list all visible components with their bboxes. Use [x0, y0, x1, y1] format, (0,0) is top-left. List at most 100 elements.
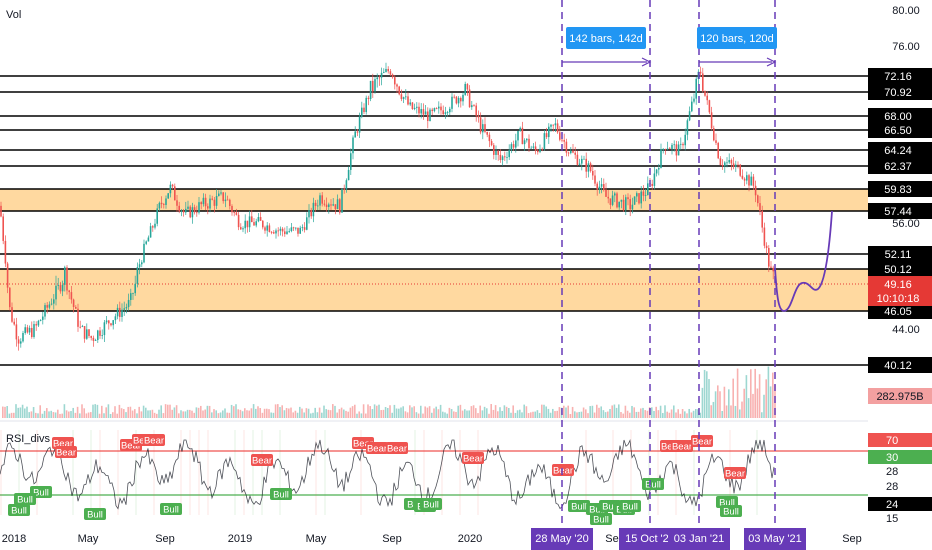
volume-bar — [112, 412, 114, 418]
volume-bar — [237, 409, 239, 418]
candle-body — [312, 202, 315, 217]
candle-body — [343, 188, 345, 190]
volume-bar — [686, 413, 688, 418]
volume-bar — [431, 412, 433, 418]
measure-arrowhead-2 — [766, 57, 777, 67]
volume-bar — [239, 409, 242, 418]
candle-body — [185, 208, 187, 213]
candle-body — [367, 97, 370, 100]
candle-body — [81, 326, 84, 327]
candle-body — [57, 285, 59, 286]
volume-bar — [120, 408, 123, 418]
svg-text:Bull: Bull — [589, 505, 605, 516]
candle-body — [200, 202, 202, 205]
volume-bar — [387, 407, 389, 418]
volume-bar — [703, 369, 706, 418]
candle-body — [486, 131, 488, 135]
candle-body — [88, 329, 90, 337]
candle-body — [504, 156, 506, 158]
volume-bar — [389, 405, 391, 418]
level-badge — [868, 203, 932, 219]
volume-bar — [635, 411, 638, 418]
candle-body — [739, 164, 741, 176]
candle-body — [497, 150, 499, 155]
candle-body — [506, 157, 508, 158]
volume-bar — [277, 404, 279, 418]
volume-bar — [646, 410, 649, 418]
time-tick: Sep — [842, 533, 862, 545]
volume-bar — [466, 410, 468, 418]
candle-body — [629, 199, 631, 210]
volume-bar — [90, 412, 92, 418]
volume-bar — [281, 405, 283, 418]
rsi-signal-band — [585, 430, 587, 515]
candle-body — [572, 150, 574, 153]
volume-bar — [695, 409, 697, 418]
candle-body — [671, 144, 673, 150]
candle-body — [559, 132, 561, 140]
volume-bar — [288, 408, 290, 418]
volume-bar — [668, 412, 671, 418]
candle-body — [323, 203, 326, 205]
candle-body — [484, 124, 486, 132]
volume-bar — [503, 405, 506, 418]
volume-bar — [549, 412, 552, 418]
volume-bar — [574, 411, 576, 418]
volume-bar — [444, 412, 446, 418]
candle-body — [61, 284, 64, 292]
candle-body — [710, 112, 713, 129]
candle-body — [464, 83, 466, 95]
volume-bar — [655, 406, 657, 418]
candle-body — [565, 141, 568, 153]
candle-body — [385, 68, 387, 72]
volume-bar — [690, 412, 693, 418]
volume-bar — [536, 410, 539, 418]
rsi-signal-band — [234, 430, 236, 515]
candle-body — [108, 320, 110, 324]
candle-body — [570, 150, 572, 154]
volume-bar — [178, 413, 180, 418]
volume-bar — [745, 375, 748, 418]
candle-body — [607, 196, 609, 199]
volume-bar — [54, 412, 57, 418]
volume-bar — [538, 412, 541, 418]
candle-body — [132, 293, 134, 294]
candle-body — [400, 94, 403, 99]
level-badge-label: 62.37 — [884, 161, 912, 173]
volume-bar — [772, 372, 774, 418]
volume-bar — [684, 411, 686, 418]
svg-text:Bear: Bear — [725, 469, 745, 480]
candle-body — [552, 124, 554, 126]
candle-body — [125, 307, 128, 309]
candle-body — [317, 205, 319, 207]
candle-body — [356, 131, 359, 133]
volume-bar — [147, 410, 149, 418]
candle-body — [288, 231, 290, 232]
volume-bar — [717, 385, 719, 418]
volume-bar — [659, 405, 662, 418]
volume-bar — [270, 412, 272, 418]
level-badge-label: 40.12 — [884, 360, 912, 372]
volume-bar — [226, 412, 228, 418]
volume-bar — [24, 408, 26, 418]
volume-bar — [446, 413, 448, 418]
volume-bar — [316, 412, 319, 418]
candle-body — [427, 111, 429, 122]
svg-text:Bull: Bull — [33, 488, 49, 499]
candle-body — [94, 339, 97, 341]
volume-bar — [558, 407, 561, 418]
candle-body — [515, 140, 517, 148]
volume-bar — [448, 407, 451, 418]
volume-bar — [468, 410, 470, 418]
candle-body — [110, 323, 112, 326]
level-badge-label: 50.12 — [884, 264, 912, 276]
volume-bar — [455, 411, 457, 418]
svg-text:Bear: Bear — [121, 441, 141, 452]
rsi-signal-band — [477, 430, 479, 515]
svg-text:Bull: Bull — [602, 502, 618, 513]
time-highlight-badge — [744, 528, 806, 550]
volume-bar — [541, 404, 543, 418]
candle-body — [90, 336, 92, 338]
price-tick: 80.00 — [892, 5, 920, 17]
